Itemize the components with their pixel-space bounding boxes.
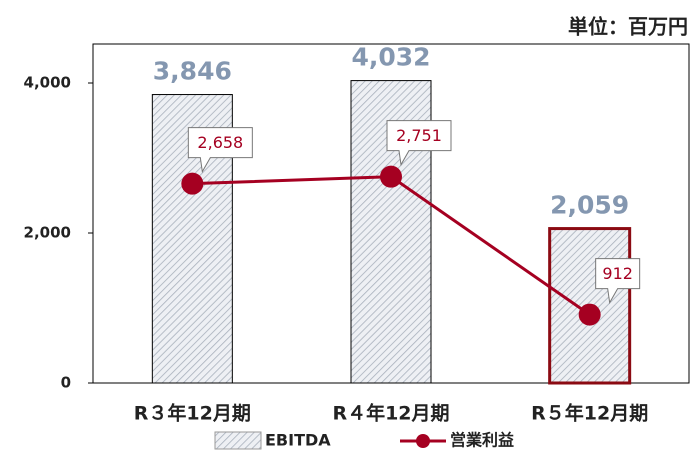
line-point	[578, 303, 601, 326]
legend-label: EBITDA	[265, 431, 331, 450]
y-tick-label: 4,000	[24, 74, 71, 92]
line-point	[181, 172, 204, 195]
x-tick-label: R５年12月期	[531, 402, 648, 425]
x-tick-label: R４年12月期	[332, 402, 449, 425]
legend-label: 営業利益	[450, 431, 514, 450]
bar-label: 2,059	[550, 191, 629, 220]
unit-label: 単位：百万円	[568, 15, 688, 39]
x-tick-label: R３年12月期	[134, 402, 251, 425]
callout	[386, 120, 452, 167]
callout	[595, 258, 641, 305]
legend-swatch	[214, 431, 262, 450]
bar-label: 3,846	[153, 57, 232, 86]
bar-label: 4,032	[351, 43, 430, 72]
legend-marker	[416, 434, 430, 448]
y-tick-label: 2,000	[24, 224, 71, 242]
callout	[187, 127, 253, 174]
line-label: 2,658	[197, 133, 243, 152]
line-label: 912	[602, 264, 633, 283]
line-point	[380, 165, 402, 188]
y-tick-label: 0	[61, 374, 71, 392]
line-label: 2,751	[396, 126, 442, 145]
